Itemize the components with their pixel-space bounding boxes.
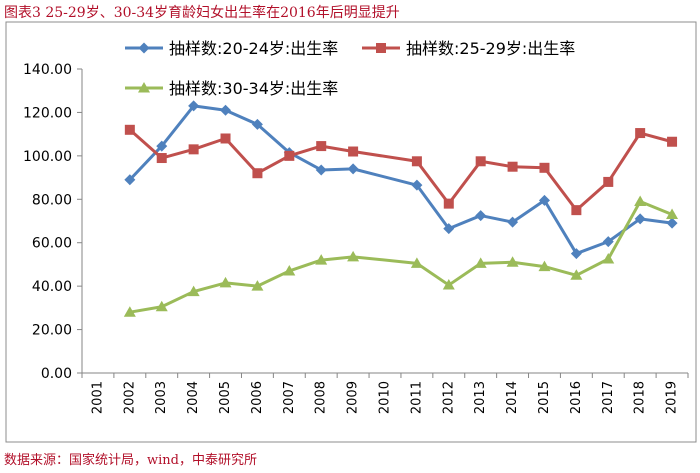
data-point xyxy=(635,128,646,139)
data-point xyxy=(506,256,519,267)
data-point xyxy=(411,156,422,167)
data-point xyxy=(411,179,423,191)
axes: 0.00 20.00 40.00 60.00 80.00 100.00 120.00 140.… xyxy=(23,62,689,414)
x-tick-label: 2005 xyxy=(218,381,233,414)
data-point xyxy=(634,195,647,206)
x-tick-label: 2018 xyxy=(633,381,648,414)
x-tick-label: 2013 xyxy=(473,381,488,414)
data-point xyxy=(220,133,231,144)
data-point xyxy=(443,198,454,209)
data-point xyxy=(315,254,328,265)
data-point xyxy=(570,269,583,280)
legend-label: 抽样数:25-29岁:出生率 xyxy=(406,39,575,58)
data-point xyxy=(188,144,199,155)
data-point xyxy=(507,216,519,228)
data-point xyxy=(284,150,295,161)
legend-swatch-marker xyxy=(376,43,386,53)
legend-item-2: 抽样数:25-29岁:出生率 xyxy=(362,39,575,58)
data-point xyxy=(219,276,232,288)
data-point xyxy=(602,253,615,264)
data-point xyxy=(538,260,551,272)
legend-label: 抽样数:20-24岁:出生率 xyxy=(169,39,338,58)
x-tick-label: 2006 xyxy=(250,381,265,414)
x-tick-label: 2010 xyxy=(378,381,393,414)
data-point xyxy=(474,257,487,268)
chart-frame xyxy=(5,21,697,443)
figure-caption: 图表3 25-29岁、30-34岁育龄妇女出生率在2016年后明显提升 xyxy=(4,5,400,21)
y-tick-label: 100.00 xyxy=(23,149,72,165)
y-tick-label: 60.00 xyxy=(32,236,72,252)
data-point xyxy=(603,176,614,187)
data-point xyxy=(507,161,518,172)
data-point xyxy=(475,210,487,222)
data-source-note: 数据来源：国家统计局，wind，中泰研究所 xyxy=(4,453,257,468)
series-2 xyxy=(124,124,678,216)
data-point xyxy=(124,174,136,186)
data-point xyxy=(283,264,296,276)
x-tick-label: 2015 xyxy=(537,381,552,414)
legend-label: 抽样数:30-34岁:出生率 xyxy=(169,79,338,98)
x-tick-label: 2001 xyxy=(90,381,105,414)
data-point xyxy=(156,140,168,152)
legend-swatch-marker xyxy=(138,82,150,93)
data-point xyxy=(538,194,550,206)
y-tick-label: 140.00 xyxy=(23,62,72,78)
data-point xyxy=(443,223,455,235)
x-tick-label: 2011 xyxy=(409,381,424,414)
data-point xyxy=(666,208,679,219)
data-point xyxy=(442,279,455,290)
data-point xyxy=(315,164,327,176)
data-point xyxy=(571,205,582,216)
data-point xyxy=(539,162,550,173)
data-point xyxy=(124,124,135,135)
data-point xyxy=(475,156,486,167)
x-tick-label: 2017 xyxy=(601,381,616,414)
data-point xyxy=(155,300,168,312)
y-tick-label: 40.00 xyxy=(32,279,72,295)
series-3 xyxy=(123,195,679,317)
legend-item-3: 抽样数:30-34岁:出生率 xyxy=(125,79,338,98)
legend-swatch-marker xyxy=(138,42,150,54)
x-tick-label: 2019 xyxy=(665,381,680,414)
x-tick-label: 2002 xyxy=(122,381,137,414)
data-point xyxy=(188,100,200,112)
data-point xyxy=(123,306,136,317)
data-point xyxy=(570,248,582,260)
legend-item-1: 抽样数:20-24岁:出生率 xyxy=(125,39,338,58)
x-tick-label: 2009 xyxy=(346,381,361,414)
x-tick-label: 2012 xyxy=(441,381,456,414)
data-point xyxy=(220,104,232,116)
data-point xyxy=(251,280,264,291)
x-tick-label: 2003 xyxy=(154,381,169,414)
y-tick-label: 0.00 xyxy=(41,366,72,382)
data-point xyxy=(251,118,263,130)
data-point xyxy=(187,285,200,297)
x-tick-label: 2007 xyxy=(282,381,297,414)
y-tick-label: 80.00 xyxy=(32,192,72,208)
legend: 抽样数:20-24岁:出生率 抽样数:25-29岁:出生率抽样数:30-34岁:出… xyxy=(125,39,575,98)
x-tick-label: 2014 xyxy=(505,381,520,414)
series-layer xyxy=(123,100,679,317)
data-point xyxy=(348,146,359,157)
data-point xyxy=(410,257,423,268)
data-point xyxy=(666,217,678,229)
data-point xyxy=(347,163,359,175)
x-tick-label: 2004 xyxy=(186,381,201,414)
x-tick-label: 2008 xyxy=(314,381,329,414)
data-point xyxy=(252,168,263,179)
data-point xyxy=(156,153,167,164)
data-point xyxy=(602,236,614,248)
x-tick-label: 2016 xyxy=(569,381,584,414)
data-point xyxy=(634,213,646,225)
y-tick-label: 20.00 xyxy=(32,323,72,339)
data-point xyxy=(667,136,678,147)
data-point xyxy=(316,141,327,152)
data-point xyxy=(347,250,360,262)
y-tick-label: 120.00 xyxy=(23,105,72,121)
